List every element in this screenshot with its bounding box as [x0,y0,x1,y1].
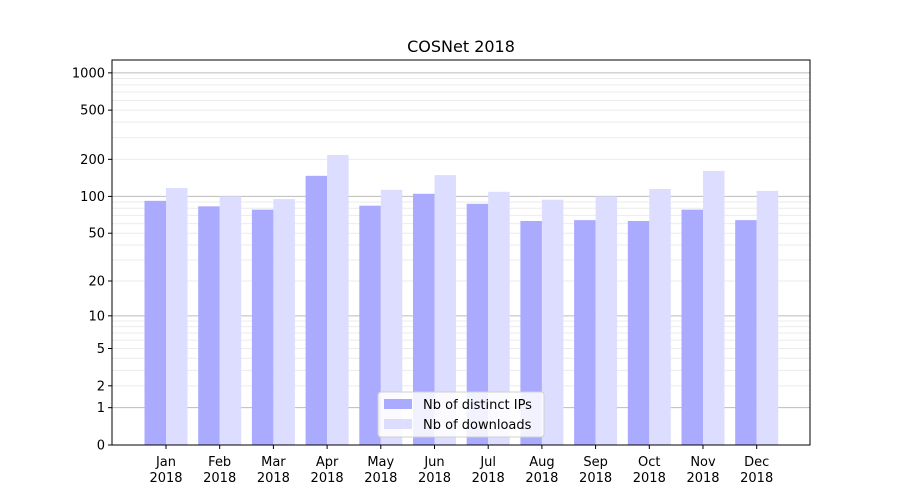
bar-distinct-ips [574,220,596,445]
bar-distinct-ips [251,209,274,445]
bar-downloads [327,154,349,445]
bar-distinct-ips [520,220,542,445]
x-tick-label: Nov 2018 [686,455,719,486]
y-tick-label: 50 [88,227,105,242]
legend-box [377,391,545,438]
bar-downloads [756,190,779,445]
bar-downloads [488,191,510,445]
y-tick-label: 200 [80,153,105,168]
x-tick-label: Dec 2018 [740,455,773,486]
y-tick-label: 20 [88,275,105,290]
x-tick-label: Aug 2018 [525,455,558,486]
bar-downloads [166,188,188,445]
bar-downloads [273,199,295,445]
legend-swatch [384,399,412,409]
x-tick-label: May 2018 [364,455,397,486]
y-tick-label: 2 [97,379,105,394]
bar-downloads [595,196,618,445]
legend-label: Nb of distinct IPs [423,398,532,413]
legend-label: Nb of downloads [423,418,532,433]
x-tick-label: Jul 2018 [472,455,505,486]
x-tick-label: Feb 2018 [203,455,236,486]
x-tick-label: Sep 2018 [579,455,612,486]
y-tick-label: 100 [80,190,105,205]
bar-downloads [219,196,242,445]
x-tick-label: Mar 2018 [257,455,290,486]
bar-distinct-ips [735,220,757,445]
y-tick-label: 1000 [72,66,105,81]
x-tick-label: Jan 2018 [149,455,182,486]
bar-distinct-ips [681,209,703,445]
bar-distinct-ips [627,220,650,445]
y-tick-label: 500 [80,104,105,119]
plot-frame [111,59,811,446]
bar-downloads [649,188,671,445]
bar-downloads [434,175,456,445]
bar-distinct-ips [144,200,166,445]
chart-title: COSNet 2018 [407,37,515,56]
bar-downloads [380,189,403,445]
bar-distinct-ips [359,205,381,445]
x-tick-label: Oct 2018 [633,455,666,486]
bar-distinct-ips [466,203,489,445]
bar-distinct-ips [305,175,328,445]
y-tick-label: 1 [97,401,105,416]
bar-distinct-ips [198,206,220,445]
y-tick-label: 0 [97,439,105,454]
bar-distinct-ips [413,193,435,445]
x-tick-label: Jun 2018 [418,455,451,486]
bar-downloads [703,170,725,445]
y-tick-label: 5 [97,342,105,357]
legend-swatch [384,419,412,429]
y-tick-label: 10 [88,309,105,324]
bar-downloads [541,199,564,445]
x-tick-label: Apr 2018 [311,455,344,486]
legend: Nb of distinct IPs Nb of downloads [377,391,545,438]
